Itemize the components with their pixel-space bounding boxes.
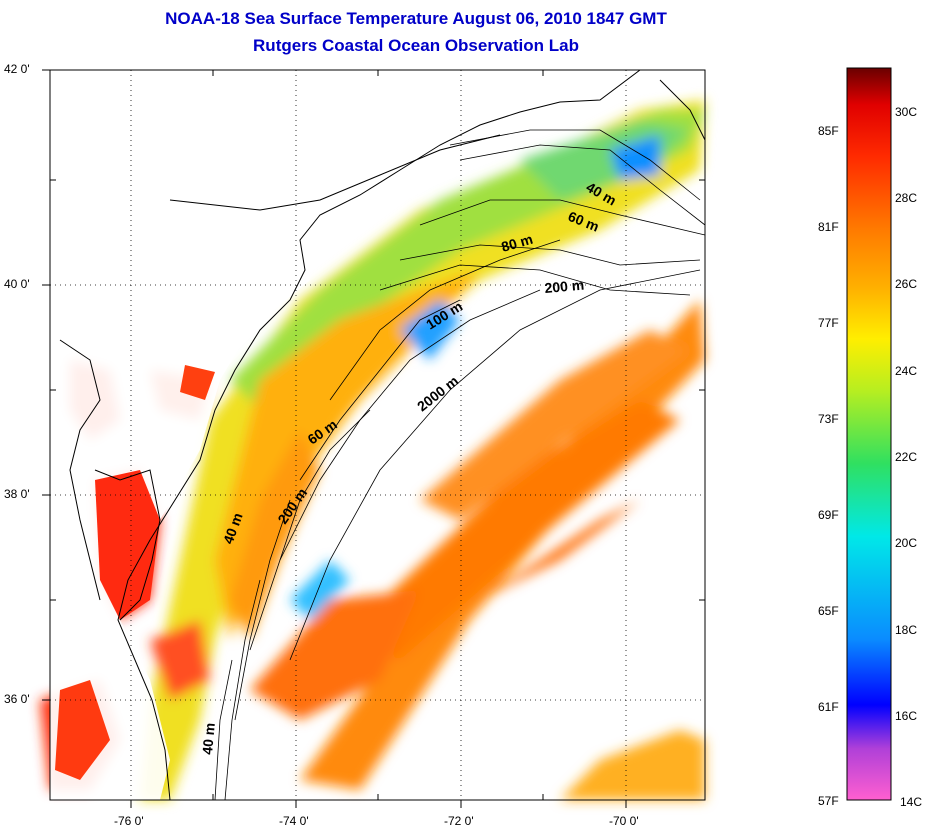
contour-label: 40 m — [199, 722, 218, 755]
lon-label: -74 0' — [279, 814, 309, 828]
cbar-f-label: 61F — [818, 700, 839, 714]
lon-label: -70 0' — [609, 814, 639, 828]
cbar-f-label: 85F — [818, 124, 839, 138]
cbar-c-label: 18C — [895, 623, 918, 637]
map-title: NOAA-18 Sea Surface Temperature August 0… — [165, 9, 667, 28]
cbar-c-label: 22C — [895, 450, 918, 464]
contour-label: 200 m — [544, 277, 585, 296]
map-subtitle: Rutgers Coastal Ocean Observation Lab — [253, 36, 579, 55]
cbar-f-label: 77F — [818, 316, 839, 330]
cbar-c-label: 30C — [895, 105, 918, 119]
cbar-f-label: 73F — [818, 412, 839, 426]
cbar-c-label: 28C — [895, 191, 918, 205]
lat-label: 36 0' — [4, 692, 30, 706]
bathymetry-contours — [214, 129, 706, 801]
cbar-c-label: 20C — [895, 536, 918, 550]
lat-label: 40 0' — [4, 277, 30, 291]
lat-label: 42 0' — [4, 62, 30, 76]
lat-label: 38 0' — [4, 487, 30, 501]
cbar-f-label: 81F — [818, 220, 839, 234]
coastline — [59, 69, 706, 801]
cbar-f-label: 57F — [818, 794, 839, 808]
cbar-c-label: 16C — [895, 709, 918, 723]
cbar-c-label: 14C — [900, 795, 923, 809]
cbar-c-label: 24C — [895, 364, 918, 378]
lon-label: -76 0' — [114, 814, 144, 828]
cbar-c-label: 26C — [895, 277, 918, 291]
cbar-f-label: 65F — [818, 604, 839, 618]
land-mass — [50, 70, 640, 800]
lon-label: -72 0' — [444, 814, 474, 828]
lat-lon-grid — [50, 70, 705, 800]
cbar-f-label: 69F — [818, 508, 839, 522]
colorbar-gradient — [846, 67, 892, 801]
